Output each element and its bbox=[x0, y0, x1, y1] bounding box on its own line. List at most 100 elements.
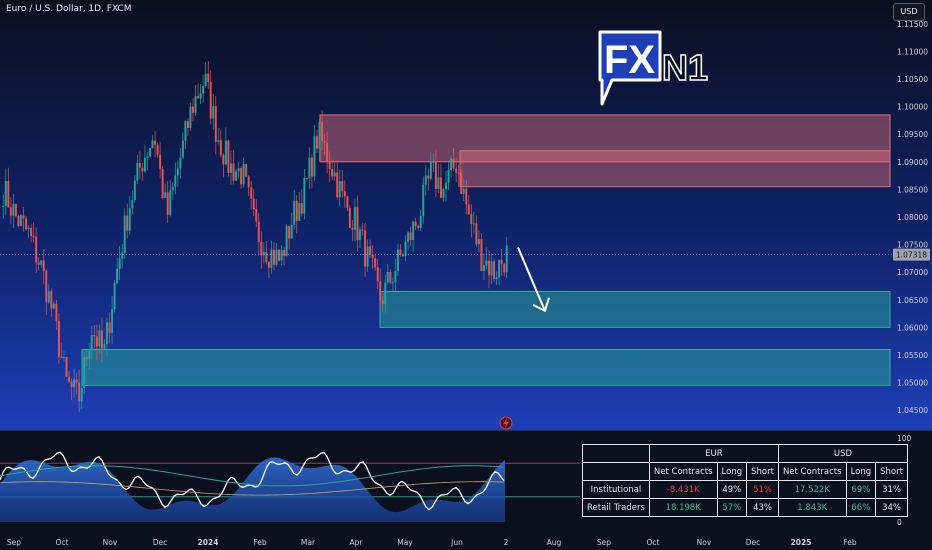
candle-body bbox=[275, 249, 278, 265]
candle-body bbox=[361, 229, 364, 231]
candle-body bbox=[90, 335, 93, 351]
cot-usd-long: 66% bbox=[845, 498, 877, 517]
candle-body bbox=[98, 330, 101, 347]
candle-body bbox=[27, 227, 30, 229]
cot-col-eur-net: Net Contracts bbox=[648, 462, 718, 481]
price-tick-label: 1.06000 bbox=[897, 323, 928, 332]
candle-body bbox=[305, 177, 308, 179]
candle-body bbox=[290, 224, 293, 239]
candle-body bbox=[14, 203, 17, 216]
price-tick-label: 1.08000 bbox=[897, 213, 928, 222]
time-tick-label: Dec bbox=[153, 538, 168, 547]
candle-body bbox=[323, 141, 326, 143]
flash-icon[interactable] bbox=[499, 416, 513, 430]
cot-eur-short: 43% bbox=[746, 498, 779, 517]
candle-body bbox=[455, 168, 458, 173]
candle-body bbox=[184, 121, 187, 141]
candle-body bbox=[485, 260, 488, 266]
cot-group-usd: USD bbox=[777, 444, 908, 463]
candle-body bbox=[75, 379, 78, 383]
candle-body bbox=[95, 336, 98, 347]
candle-body bbox=[503, 263, 506, 273]
candle-body bbox=[116, 268, 119, 284]
candle-body bbox=[364, 230, 367, 267]
time-tick-label: Nov bbox=[103, 538, 118, 547]
candle-body bbox=[321, 122, 324, 142]
cot-eur-long: 57% bbox=[716, 498, 748, 517]
time-tick-label: Jun bbox=[450, 538, 463, 547]
candle-body bbox=[154, 140, 157, 145]
cot-blank-cell bbox=[582, 462, 650, 481]
time-tick-label: May bbox=[397, 538, 413, 547]
candle-body bbox=[126, 215, 129, 231]
candle-body bbox=[149, 148, 151, 157]
logo-text-n1: N1 bbox=[662, 47, 708, 88]
candle-body bbox=[4, 181, 7, 206]
candle-body bbox=[439, 177, 442, 198]
candle-body bbox=[22, 215, 25, 219]
price-tick-label: 1.09000 bbox=[897, 158, 928, 167]
candle-body bbox=[419, 215, 422, 228]
candle-body bbox=[273, 249, 275, 265]
candle-body bbox=[280, 250, 283, 261]
candle-body bbox=[199, 93, 202, 99]
candle-body bbox=[351, 227, 354, 230]
candle-body bbox=[427, 175, 430, 179]
cot-table: EUR USD Net Contracts Long Short Net Con… bbox=[582, 444, 908, 517]
candle-body bbox=[131, 200, 134, 209]
candle-body bbox=[80, 388, 83, 402]
candle-body bbox=[123, 215, 126, 253]
candle-body bbox=[232, 163, 235, 181]
candle-body bbox=[2, 205, 5, 207]
currency-button[interactable]: USD bbox=[893, 3, 925, 21]
price-tick-label: 1.05000 bbox=[897, 379, 928, 388]
candle-body bbox=[265, 251, 268, 263]
cot-usd-net: 17.522K bbox=[777, 480, 847, 499]
candle-body bbox=[409, 232, 412, 241]
candle-body bbox=[404, 241, 407, 257]
candle-body bbox=[118, 258, 121, 269]
candle-body bbox=[308, 157, 311, 179]
candle-body bbox=[55, 303, 58, 321]
candle-body bbox=[73, 379, 76, 388]
candle-body bbox=[219, 140, 222, 156]
time-tick-label: Feb bbox=[253, 538, 267, 547]
cot-col-eur-long: Long bbox=[716, 462, 748, 481]
cot-group-row: EUR USD bbox=[582, 444, 908, 463]
candle-body bbox=[283, 250, 286, 257]
indicator-area bbox=[0, 457, 505, 522]
price-tick-label: 1.11000 bbox=[897, 47, 928, 56]
candle-body bbox=[141, 167, 144, 172]
candle-body bbox=[40, 260, 43, 265]
time-tick-label: Nov bbox=[697, 538, 712, 547]
candle-body bbox=[343, 191, 346, 197]
support-zone bbox=[81, 348, 891, 386]
candle-body bbox=[192, 106, 194, 113]
candle-body bbox=[414, 221, 417, 227]
time-tick-label: 2025 bbox=[791, 538, 812, 547]
candle-body bbox=[293, 200, 296, 225]
candle-body bbox=[318, 122, 321, 149]
indicator-tick-label: 0 bbox=[897, 518, 902, 527]
support-zone bbox=[379, 291, 891, 328]
candle-body bbox=[303, 177, 306, 214]
fxn1-logo: FX N1 bbox=[598, 30, 709, 106]
candle-body bbox=[176, 168, 179, 176]
candle-body bbox=[465, 188, 468, 205]
candle-body bbox=[222, 155, 225, 165]
cot-usd-short: 31% bbox=[875, 480, 908, 499]
candle-body bbox=[197, 96, 200, 99]
candle-body bbox=[381, 300, 384, 304]
candle-body bbox=[300, 203, 303, 214]
candle-body bbox=[450, 158, 453, 171]
projection-arrowhead bbox=[532, 297, 550, 313]
candle-body bbox=[445, 182, 447, 190]
candle-body bbox=[285, 225, 288, 257]
time-tick-label: Dec bbox=[746, 538, 761, 547]
candle-body bbox=[250, 187, 253, 199]
candle-body bbox=[424, 175, 427, 185]
candle-body bbox=[267, 262, 270, 268]
candle-body bbox=[63, 356, 65, 358]
candle-body bbox=[407, 232, 410, 242]
candle-body bbox=[316, 136, 318, 149]
